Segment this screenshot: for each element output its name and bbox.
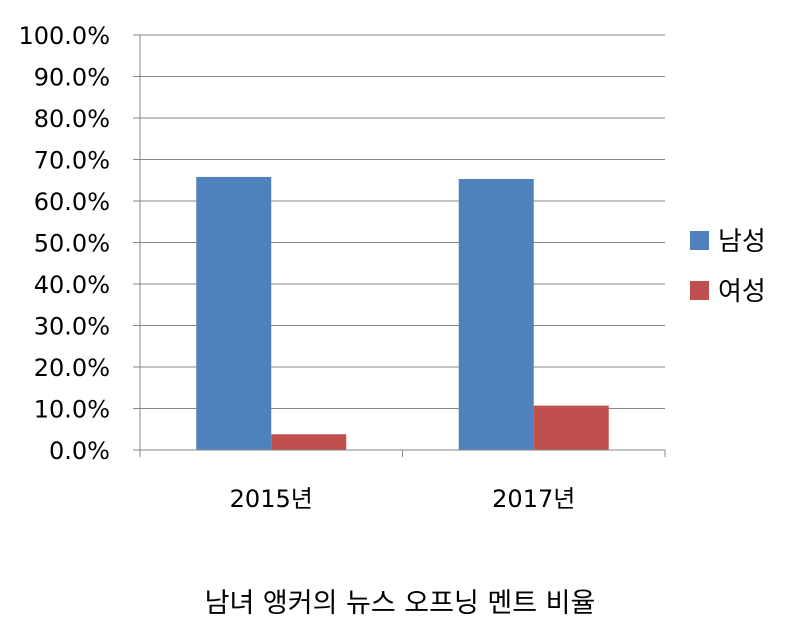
y-tick-label: 100.0% bbox=[18, 22, 110, 50]
x-category-label: 2017년 bbox=[492, 485, 575, 513]
legend-label-여성: 여성 bbox=[718, 277, 766, 307]
legend-swatch-여성 bbox=[690, 281, 709, 300]
bar-남성-2015년 bbox=[196, 176, 272, 450]
y-tick-label: 20.0% bbox=[34, 354, 110, 382]
legend-label-남성: 남성 bbox=[718, 227, 766, 257]
y-tick-label: 70.0% bbox=[34, 147, 110, 175]
y-tick-label: 50.0% bbox=[34, 230, 110, 258]
x-category-label: 2015년 bbox=[230, 485, 313, 513]
bar-남성-2017년 bbox=[458, 179, 534, 450]
y-tick-labels: 0.0% 10.0% 20.0% 30.0% 40.0% 50.0% 60.0% 70.0% 8… bbox=[18, 22, 110, 465]
y-tick-label: 80.0% bbox=[34, 105, 110, 133]
y-tick-label: 10.0% bbox=[34, 396, 110, 424]
bar-여성-2015년 bbox=[271, 434, 347, 450]
y-tick-label: 90.0% bbox=[34, 64, 110, 92]
y-tick-label: 60.0% bbox=[34, 188, 110, 216]
chart-title: 남녀 앵커의 뉴스 오프닝 멘트 비율 bbox=[205, 588, 596, 619]
legend-swatch-남성 bbox=[690, 231, 709, 250]
x-category-labels: 2015년 2017년 bbox=[230, 485, 576, 513]
y-tick-label: 40.0% bbox=[34, 271, 110, 299]
bars bbox=[196, 176, 609, 450]
axes bbox=[133, 34, 666, 457]
y-tick-label: 0.0% bbox=[49, 437, 110, 465]
y-tick-label: 30.0% bbox=[34, 313, 110, 341]
bar-여성-2017년 bbox=[533, 405, 609, 450]
